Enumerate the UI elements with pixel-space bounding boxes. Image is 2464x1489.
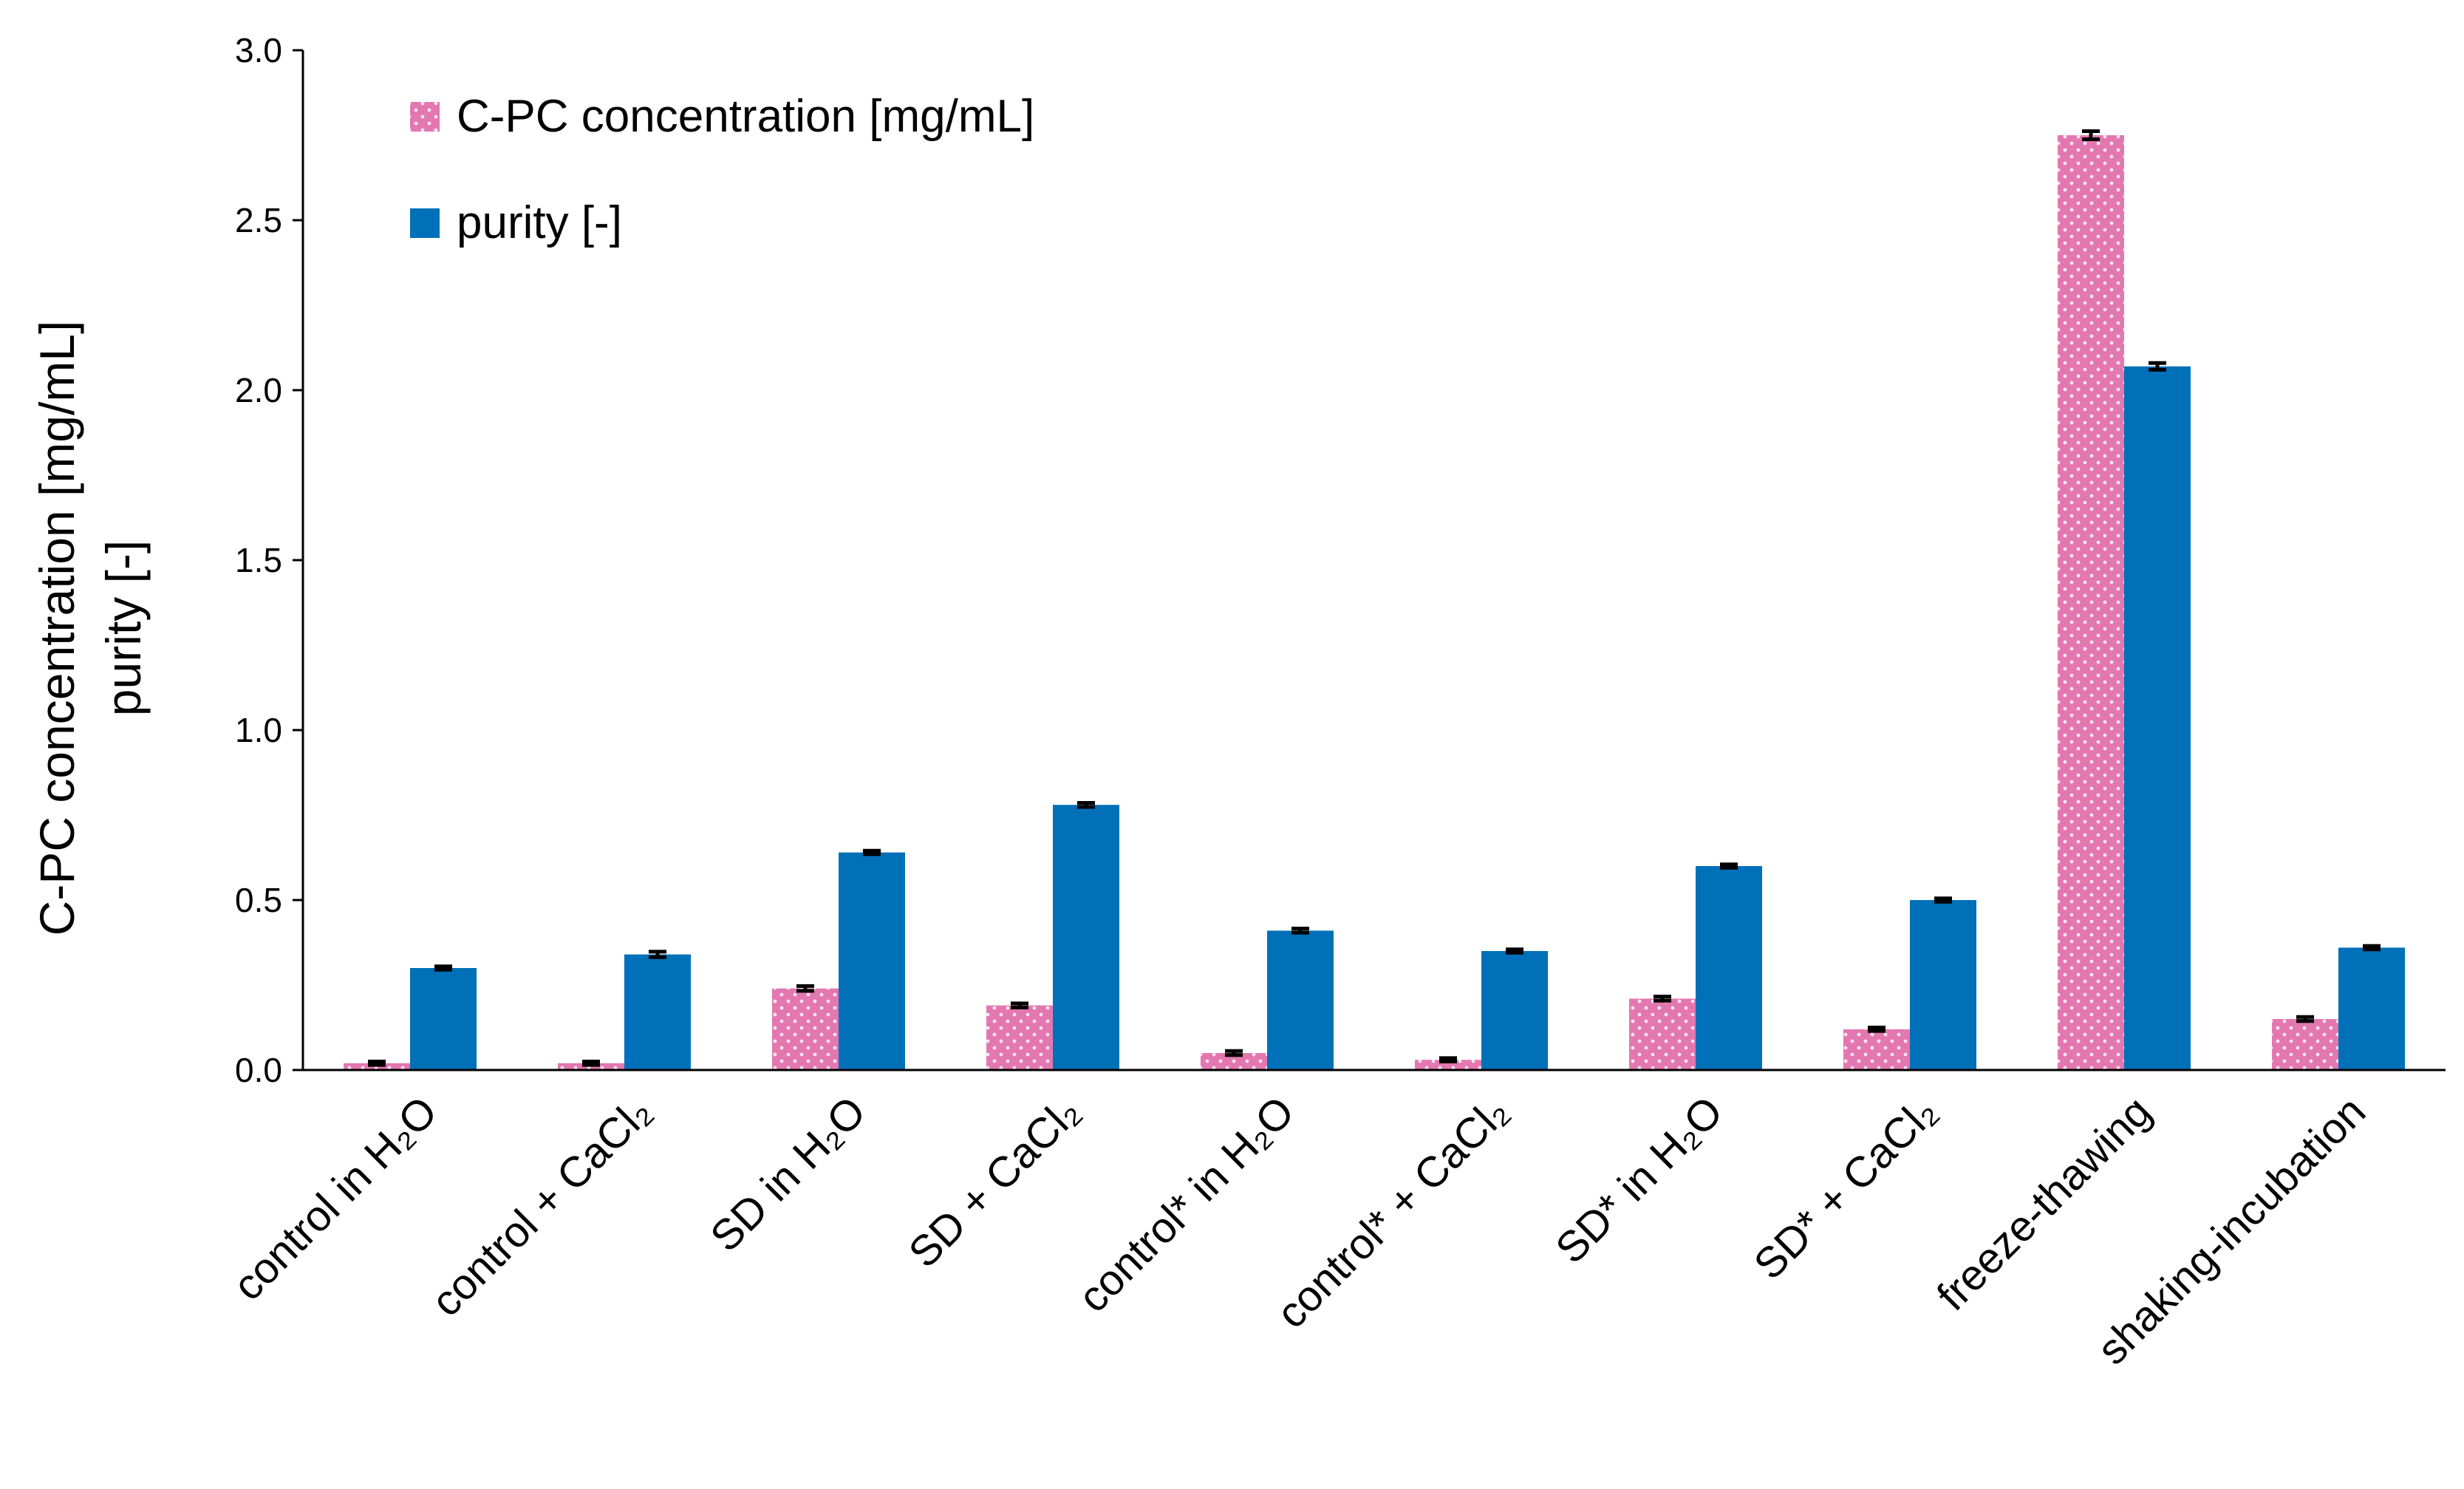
error-bar	[1868, 1026, 1885, 1033]
error-bar	[368, 1060, 386, 1067]
error-bar	[863, 848, 881, 856]
legend-swatch-purity	[410, 208, 440, 238]
y-tick-label: 1.5	[235, 541, 282, 579]
x-tick-label: control in H₂O	[224, 1087, 446, 1309]
error-bar	[1934, 896, 1952, 904]
error-bar	[2296, 1015, 2314, 1023]
bar-concentration	[1201, 1053, 1267, 1070]
bar-purity	[624, 954, 691, 1070]
error-bar	[1225, 1049, 1243, 1057]
bar-concentration	[1415, 1060, 1481, 1070]
legend-label-concentration: C-PC concentration [mg/mL]	[457, 91, 1034, 142]
error-bar	[1011, 1001, 1028, 1009]
legend-swatch-concentration	[410, 102, 440, 132]
error-bar	[434, 964, 452, 972]
y-axis-ticks: 0.0 0.5 1.0 1.5 2.0 2.5 3.0	[235, 31, 303, 1089]
bar-concentration	[2272, 1019, 2338, 1070]
y-axis-title: C-PC concentration [mg/mL] purity [-]	[30, 321, 151, 936]
error-bar	[796, 984, 814, 993]
legend: C-PC concentration [mg/mL] purity [-]	[410, 91, 1034, 248]
error-bar	[2149, 361, 2166, 372]
error-bar	[1291, 927, 1309, 935]
bars	[344, 135, 2405, 1070]
x-tick-label: control* in H₂O	[1069, 1087, 1303, 1321]
y-tick-label: 2.5	[235, 201, 282, 239]
bar-purity	[1481, 951, 1548, 1070]
x-tick-label: control + CaCl₂	[422, 1087, 661, 1326]
error-bars	[368, 129, 2381, 1067]
x-tick-label: SD in H₂O	[701, 1087, 875, 1261]
x-tick-label: freeze-thawing	[1928, 1087, 2160, 1320]
bar-concentration	[772, 988, 839, 1070]
bar-concentration	[986, 1005, 1053, 1070]
bar-purity	[2124, 366, 2191, 1070]
bar-purity	[1053, 805, 1119, 1070]
bar-purity	[410, 968, 477, 1070]
error-bar	[1720, 862, 1738, 870]
error-bar	[1077, 800, 1095, 809]
bar-purity	[839, 852, 905, 1070]
error-bar	[1439, 1056, 1457, 1063]
y-tick-label: 0.0	[235, 1051, 282, 1089]
x-tick-label: control* + CaCl₂	[1267, 1087, 1518, 1338]
bar-purity	[2338, 947, 2405, 1070]
y-tick-label: 0.5	[235, 881, 282, 919]
y-axis-title-line-2: purity [-]	[96, 540, 151, 716]
bar-purity	[1267, 930, 1334, 1070]
x-tick-label: SD* in H₂O	[1546, 1087, 1732, 1272]
error-bar	[1654, 995, 1671, 1003]
error-bar	[2363, 944, 2381, 952]
error-bar	[582, 1060, 600, 1067]
x-tick-label: SD + CaCl₂	[899, 1087, 1089, 1277]
legend-label-purity: purity [-]	[457, 197, 622, 248]
y-tick-label: 2.0	[235, 371, 282, 409]
bar-purity	[1696, 866, 1762, 1070]
bar-concentration	[1629, 998, 1696, 1070]
bar-purity	[1910, 900, 1976, 1070]
error-bar	[2082, 129, 2100, 142]
error-bar	[1506, 947, 1523, 955]
y-tick-label: 1.0	[235, 711, 282, 749]
error-bar	[649, 950, 666, 959]
bar-concentration	[2058, 135, 2124, 1070]
x-tick-label: SD* + CaCl₂	[1744, 1087, 1946, 1289]
y-tick-label: 3.0	[235, 31, 282, 69]
bar-concentration	[1843, 1029, 1910, 1070]
y-axis-title-line-1: C-PC concentration [mg/mL]	[30, 321, 84, 936]
